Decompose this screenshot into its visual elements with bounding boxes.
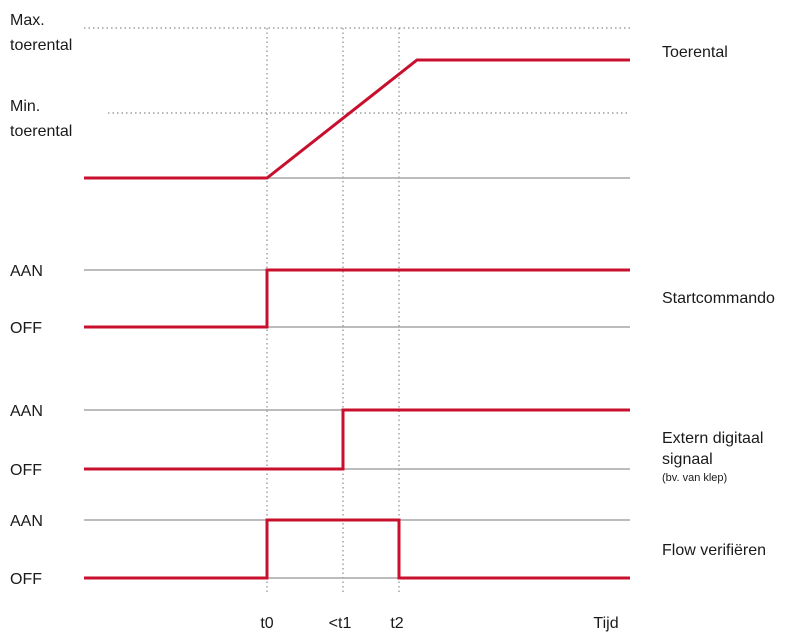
time-label-t0: t0 xyxy=(260,615,273,632)
external-signal-name-line1: Extern digitaal xyxy=(662,430,763,447)
time-axis-label: Tijd xyxy=(593,615,618,632)
external-signal-name-line2: signaal xyxy=(662,451,713,468)
external-on-label: AAN xyxy=(10,403,43,420)
time-label-t1: <t1 xyxy=(329,615,352,632)
speed-signal-name: Toerental xyxy=(662,44,728,61)
start-command-panel: AAN OFF Startcommando xyxy=(10,263,775,337)
flow-verify-name: Flow verifiëren xyxy=(662,542,766,559)
start-command-trace xyxy=(84,268,630,329)
start-command-name: Startcommando xyxy=(662,290,775,307)
external-signal-note: (bv. van klep) xyxy=(662,472,727,484)
external-signal-panel: AAN OFF Extern digitaal signaal (bv. van… xyxy=(10,403,763,484)
time-label-t2: t2 xyxy=(390,615,403,632)
min-speed-label-line2: toerental xyxy=(10,123,72,140)
time-axis: t0 <t1 t2 Tijd xyxy=(260,615,618,632)
start-off-label: OFF xyxy=(10,320,42,337)
max-speed-label-line1: Max. xyxy=(10,12,45,29)
flow-verify-panel: AAN OFF Flow verifiëren xyxy=(10,513,766,588)
flow-off-label: OFF xyxy=(10,571,42,588)
speed-panel: Max. toerental Min. toerental Toerental xyxy=(10,12,728,180)
max-speed-label-line2: toerental xyxy=(10,37,72,54)
start-on-label: AAN xyxy=(10,263,43,280)
external-off-label: OFF xyxy=(10,462,42,479)
speed-trace xyxy=(84,58,630,180)
external-signal-trace xyxy=(84,408,630,471)
min-speed-label-line1: Min. xyxy=(10,98,40,115)
flow-on-label: AAN xyxy=(10,513,43,530)
flow-verify-trace xyxy=(84,518,630,580)
